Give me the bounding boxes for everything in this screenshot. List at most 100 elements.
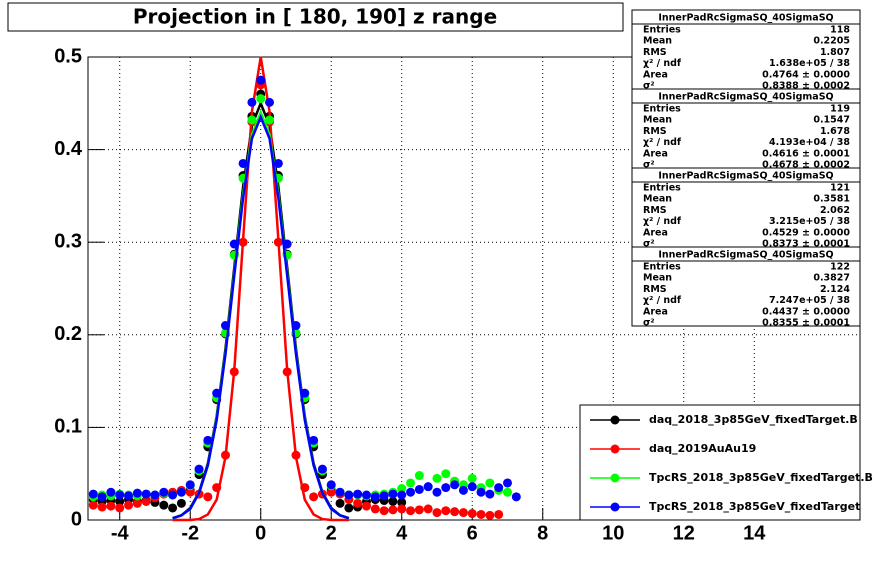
y-tick-label: 0.4	[54, 138, 83, 160]
stats-value: 119	[830, 104, 850, 115]
data-point	[485, 510, 495, 520]
legend-marker	[610, 444, 620, 454]
stats-label: Entries	[643, 104, 681, 115]
data-point	[423, 504, 433, 514]
data-point	[485, 489, 495, 499]
data-point	[185, 480, 195, 490]
data-point	[300, 388, 310, 398]
stats-label: σ²	[643, 239, 655, 250]
data-point	[220, 321, 230, 331]
stats-value: 0.4616 ± 0.0001	[762, 148, 850, 159]
data-point	[176, 498, 186, 508]
data-point	[238, 237, 248, 247]
data-point	[450, 507, 460, 517]
data-point	[388, 496, 398, 506]
stats-title: InnerPadRcSigmaSQ_40SigmaSQ	[658, 92, 833, 103]
x-tick-label: 2	[326, 522, 337, 544]
data-point	[150, 490, 160, 500]
y-tick-label: 0	[71, 508, 82, 530]
legend-label: TpcRS_2018_3p85GeV_fixedTarget	[649, 500, 860, 513]
data-point	[141, 489, 151, 499]
y-tick-label: 0.1	[54, 416, 82, 438]
data-point	[203, 492, 213, 502]
data-point	[229, 239, 239, 249]
data-point	[361, 501, 371, 511]
stats-label: σ²	[643, 318, 655, 329]
stats-value: 4.193e+04 / 38	[769, 137, 850, 148]
data-point	[432, 487, 442, 497]
data-point	[300, 483, 310, 493]
fit-curve	[172, 56, 349, 522]
data-point	[414, 505, 424, 515]
data-point	[256, 75, 266, 85]
data-point	[344, 490, 354, 500]
data-point	[388, 505, 398, 515]
data-point	[124, 500, 134, 510]
stats-value: 1.807	[820, 47, 850, 58]
data-point	[441, 483, 451, 493]
data-point	[379, 506, 389, 516]
data-point	[344, 503, 354, 513]
stats-label: RMS	[643, 284, 667, 295]
data-point	[247, 97, 257, 107]
stats-box	[631, 9, 861, 90]
data-point	[220, 450, 230, 460]
data-point	[361, 490, 371, 500]
stats-value: 118	[830, 25, 850, 36]
x-tick-label: 6	[467, 522, 478, 544]
data-point	[88, 489, 98, 499]
x-tick-label: 8	[537, 522, 548, 544]
data-point	[282, 367, 292, 377]
stats-label: Area	[643, 69, 668, 80]
data-point	[238, 158, 248, 168]
stats-value: 7.247e+05 / 38	[769, 295, 850, 306]
data-point	[441, 469, 451, 479]
stats-label: Entries	[643, 25, 681, 36]
data-point	[273, 158, 283, 168]
stats-label: Entries	[643, 262, 681, 273]
data-point	[370, 492, 380, 502]
y-tick-label: 0.2	[54, 323, 82, 345]
stats-label: σ²	[643, 81, 655, 92]
data-point	[141, 496, 151, 506]
stats-label: RMS	[643, 47, 667, 58]
title-box	[7, 2, 624, 32]
stats-value: 2.062	[820, 205, 850, 216]
data-point	[326, 480, 336, 490]
chart-title: Projection in [ 180, 190] z range	[133, 5, 497, 29]
stats-label: Mean	[643, 115, 672, 126]
stats-label: Area	[643, 148, 668, 159]
data-point	[397, 504, 407, 514]
data-point	[265, 97, 275, 107]
stats-box	[631, 167, 861, 248]
stats-label: σ²	[643, 160, 655, 171]
plot-area	[88, 56, 860, 522]
stats-value: 1.678	[820, 126, 850, 137]
legend-marker	[610, 473, 620, 483]
data-point	[159, 500, 169, 510]
data-point	[168, 490, 178, 500]
data-point	[273, 237, 283, 247]
legend-marker	[610, 415, 620, 425]
data-point	[115, 490, 125, 500]
data-point	[467, 509, 477, 519]
data-point	[291, 321, 301, 331]
stats-value: 0.1547	[813, 115, 850, 126]
x-tick-label: 4	[396, 522, 408, 544]
fit-curve	[172, 113, 350, 520]
stats-value: 0.8355 ± 0.0001	[762, 318, 850, 329]
stats-box	[631, 246, 861, 327]
data-point	[159, 487, 169, 497]
data-point	[317, 464, 327, 474]
data-point	[511, 492, 521, 502]
data-point	[132, 488, 142, 498]
stats-title: InnerPadRcSigmaSQ_40SigmaSQ	[658, 250, 833, 261]
data-point	[194, 464, 204, 474]
data-point	[185, 487, 195, 497]
data-point	[502, 487, 512, 497]
stats-value: 0.3827	[813, 273, 850, 284]
data-point	[265, 115, 275, 125]
data-point	[176, 487, 186, 497]
data-point	[106, 501, 116, 511]
data-point	[212, 483, 222, 493]
